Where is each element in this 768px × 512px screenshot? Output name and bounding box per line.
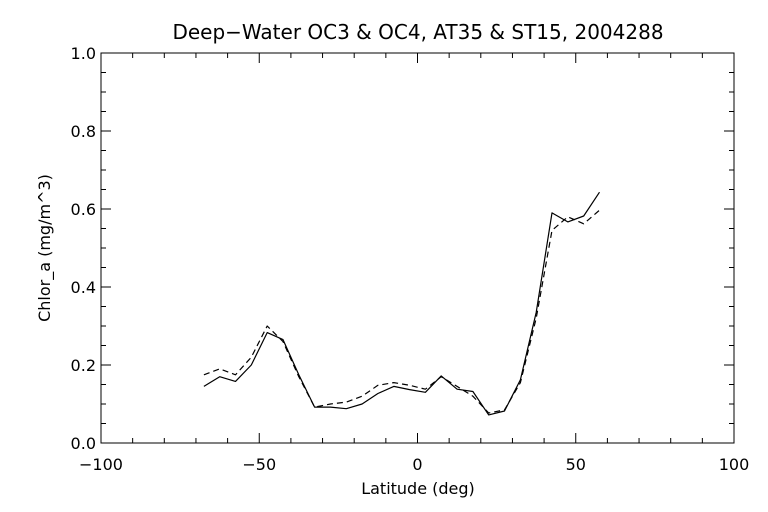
x-tick-labels: −100 −50 0 50 100 — [79, 455, 749, 474]
x-tick-label: 100 — [719, 455, 750, 474]
series-line-solid — [203, 191, 600, 416]
y-tick-label: 0.4 — [71, 278, 96, 297]
y-axis-label: Chlor_a (mg/m^3) — [35, 174, 55, 322]
y-tick-label: 0.0 — [71, 434, 96, 453]
x-tick-label: −50 — [242, 455, 276, 474]
y-tick-labels: 0.0 0.2 0.4 0.6 0.8 1.0 — [71, 44, 96, 453]
axis-ticks — [100, 52, 735, 444]
series-line-dashed — [203, 209, 600, 414]
x-tick-label: −100 — [79, 455, 123, 474]
x-tick-label: 0 — [412, 455, 422, 474]
series-lines — [203, 191, 600, 416]
y-tick-label: 0.6 — [71, 200, 96, 219]
x-axis-label: Latitude (deg) — [361, 479, 475, 498]
plot-frame — [100, 52, 735, 444]
chart-title: Deep−Water OC3 & OC4, AT35 & ST15, 20042… — [172, 20, 663, 44]
y-tick-label: 0.2 — [71, 356, 96, 375]
x-tick-label: 50 — [566, 455, 586, 474]
y-tick-label: 0.8 — [71, 122, 96, 141]
y-tick-label: 1.0 — [71, 44, 96, 63]
